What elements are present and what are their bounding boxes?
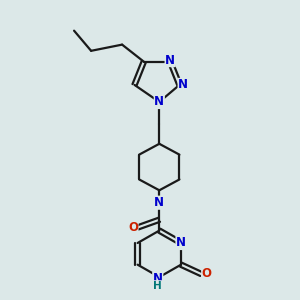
Text: N: N [165,54,175,67]
Text: H: H [153,281,162,291]
Text: N: N [178,78,188,92]
Text: N: N [153,272,163,285]
Text: O: O [202,268,212,281]
Text: N: N [154,95,164,109]
Text: N: N [154,196,164,209]
Text: N: N [176,236,186,250]
Text: O: O [128,221,138,234]
